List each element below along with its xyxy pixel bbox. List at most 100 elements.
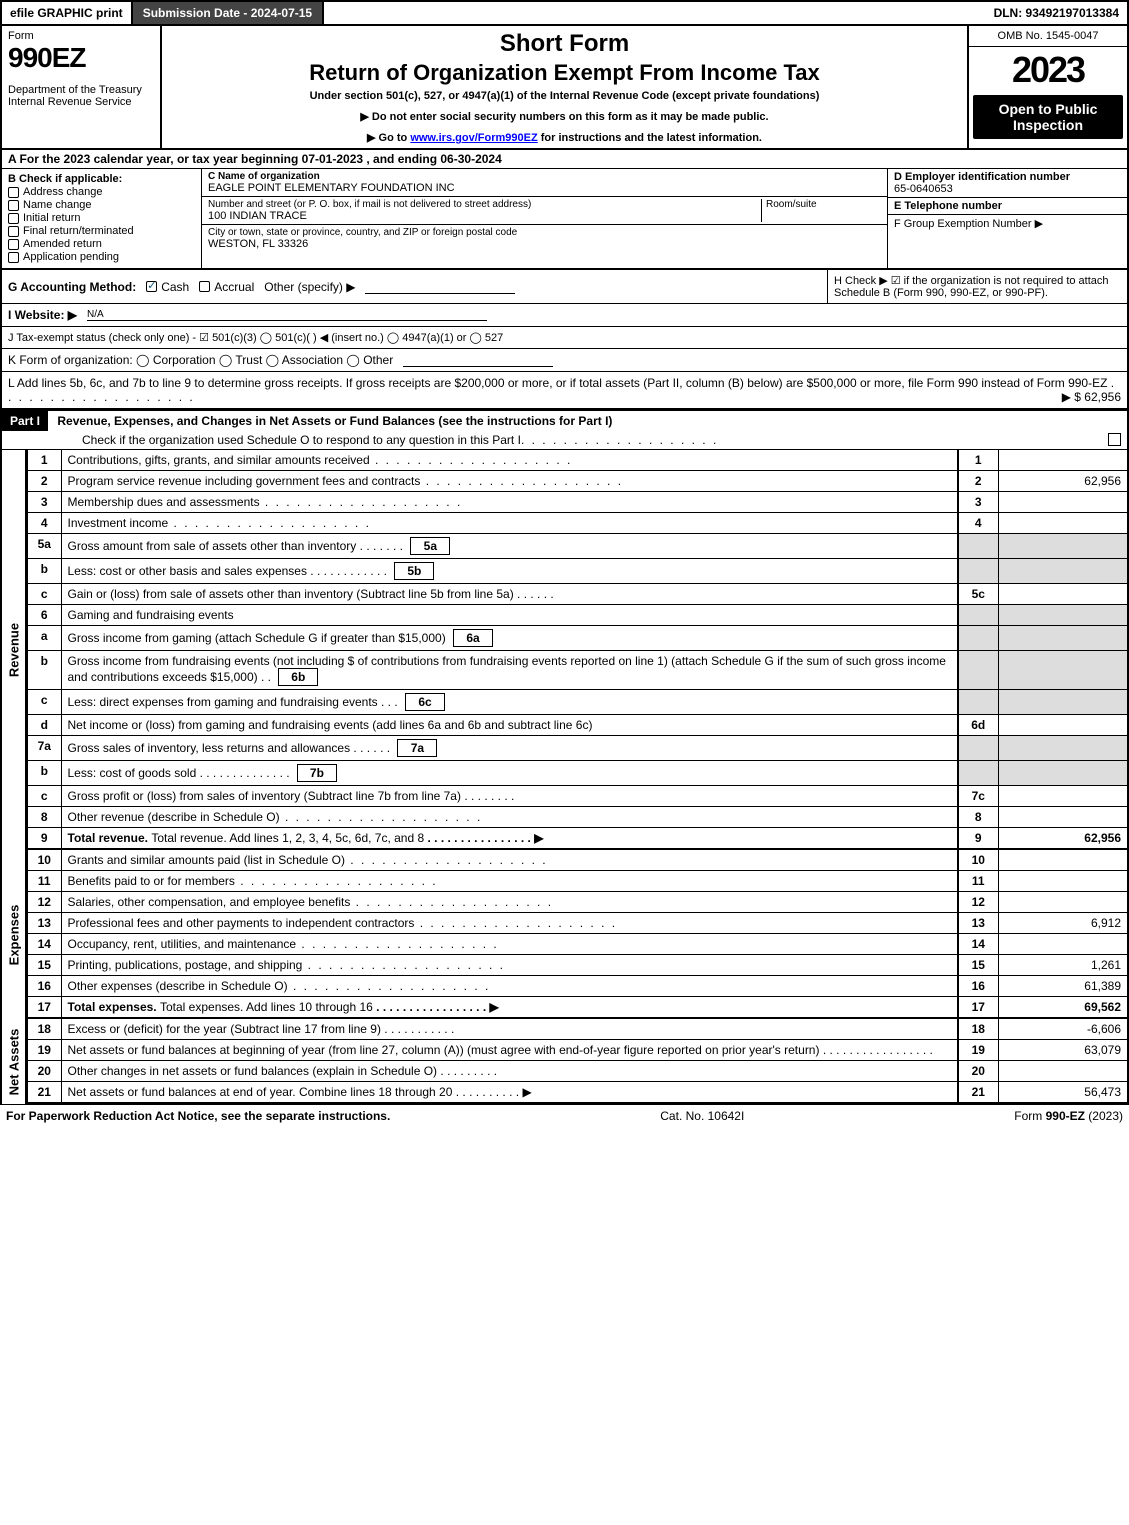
- line-k: K Form of organization: ◯ Corporation ◯ …: [0, 349, 1129, 372]
- open-inspection: Open to Public Inspection: [973, 95, 1123, 139]
- line-11: 11Benefits paid to or for members11: [27, 871, 1128, 892]
- k-text: K Form of organization: ◯ Corporation ◯ …: [2, 349, 1127, 371]
- short-form-title: Short Form: [170, 30, 959, 58]
- submission-date: Submission Date - 2024-07-15: [131, 2, 324, 24]
- line-5a: 5aGross amount from sale of assets other…: [27, 534, 1128, 559]
- line-13: 13Professional fees and other payments t…: [27, 913, 1128, 934]
- chk-amended-return[interactable]: Amended return: [8, 238, 195, 250]
- revenue-wrap: Revenue 1Contributions, gifts, grants, a…: [0, 450, 1129, 850]
- line-9: 9Total revenue. Total revenue. Add lines…: [27, 828, 1128, 850]
- line-5c: cGain or (loss) from sale of assets othe…: [27, 584, 1128, 605]
- netassets-vlabel: Net Assets: [0, 1019, 26, 1104]
- line-17: 17Total expenses. Total expenses. Add li…: [27, 997, 1128, 1019]
- line-12: 12Salaries, other compensation, and empl…: [27, 892, 1128, 913]
- g-label: G Accounting Method:: [8, 280, 136, 294]
- irs-link[interactable]: www.irs.gov/Form990EZ: [410, 132, 537, 144]
- website-value: N/A: [87, 309, 487, 321]
- header-right: OMB No. 1545-0047 2023 Open to Public In…: [967, 26, 1127, 148]
- line-2: 2Program service revenue including gover…: [27, 471, 1128, 492]
- b-label: B Check if applicable:: [8, 173, 195, 185]
- netassets-wrap: Net Assets 18Excess or (deficit) for the…: [0, 1019, 1129, 1104]
- g-other-fill[interactable]: [365, 280, 515, 294]
- top-bar: efile GRAPHIC print Submission Date - 20…: [0, 0, 1129, 26]
- form-number: 990EZ: [8, 42, 154, 74]
- netassets-table: 18Excess or (deficit) for the year (Subt…: [26, 1019, 1129, 1104]
- header-center: Short Form Return of Organization Exempt…: [162, 26, 967, 148]
- chk-accrual[interactable]: Accrual: [199, 280, 254, 294]
- ssn-note: ▶ Do not enter social security numbers o…: [170, 110, 959, 123]
- org-name: EAGLE POINT ELEMENTARY FOUNDATION INC: [208, 182, 881, 194]
- section-b: B Check if applicable: Address change Na…: [2, 169, 202, 268]
- line-g: G Accounting Method: Cash Accrual Other …: [2, 270, 827, 303]
- chk-address-change[interactable]: Address change: [8, 186, 195, 198]
- part1-label: Part I: [2, 411, 48, 431]
- section-d: D Employer identification number 65-0640…: [887, 169, 1127, 268]
- footer-left: For Paperwork Reduction Act Notice, see …: [6, 1109, 390, 1123]
- part1-check-text: Check if the organization used Schedule …: [82, 433, 521, 447]
- line-7b: bLess: cost of goods sold . . . . . . . …: [27, 761, 1128, 786]
- line-6c: cLess: direct expenses from gaming and f…: [27, 690, 1128, 715]
- c-city-label: City or town, state or province, country…: [208, 227, 881, 238]
- i-label: I Website: ▶: [8, 308, 77, 322]
- form-word: Form: [8, 30, 154, 42]
- subtitle: Under section 501(c), 527, or 4947(a)(1)…: [170, 90, 959, 102]
- part1-header: Part I Revenue, Expenses, and Changes in…: [0, 410, 1129, 450]
- footer-catno: Cat. No. 10642I: [660, 1109, 744, 1123]
- part1-checkbox[interactable]: [1108, 433, 1121, 446]
- goto-note: ▶ Go to www.irs.gov/Form990EZ for instru…: [170, 131, 959, 144]
- line-3: 3Membership dues and assessments3: [27, 492, 1128, 513]
- line-6b: bGross income from fundraising events (n…: [27, 651, 1128, 690]
- line-i: I Website: ▶ N/A: [0, 304, 1129, 327]
- revenue-table: 1Contributions, gifts, grants, and simil…: [26, 450, 1129, 850]
- line-6d: dNet income or (loss) from gaming and fu…: [27, 715, 1128, 736]
- line-4: 4Investment income4: [27, 513, 1128, 534]
- line-7c: cGross profit or (loss) from sales of in…: [27, 786, 1128, 807]
- k-other-fill[interactable]: [403, 353, 553, 367]
- footer-right: Form 990-EZ (2023): [1014, 1109, 1123, 1123]
- line-10: 10Grants and similar amounts paid (list …: [27, 850, 1128, 871]
- expenses-wrap: Expenses 10Grants and similar amounts pa…: [0, 850, 1129, 1019]
- page-footer: For Paperwork Reduction Act Notice, see …: [0, 1104, 1129, 1127]
- g-other: Other (specify) ▶: [264, 280, 355, 294]
- line-6: 6Gaming and fundraising events: [27, 605, 1128, 626]
- chk-name-change[interactable]: Name change: [8, 199, 195, 211]
- chk-cash[interactable]: Cash: [146, 280, 189, 294]
- line-16: 16Other expenses (describe in Schedule O…: [27, 976, 1128, 997]
- f-group-exemption: F Group Exemption Number ▶: [888, 215, 1127, 232]
- line-l: L Add lines 5b, 6c, and 7b to line 9 to …: [0, 372, 1129, 410]
- main-title: Return of Organization Exempt From Incom…: [170, 60, 959, 86]
- line-j: J Tax-exempt status (check only one) - ☑…: [0, 327, 1129, 349]
- line-21: 21Net assets or fund balances at end of …: [27, 1082, 1128, 1104]
- line-7a: 7aGross sales of inventory, less returns…: [27, 736, 1128, 761]
- line-19: 19Net assets or fund balances at beginni…: [27, 1040, 1128, 1061]
- expenses-vlabel: Expenses: [0, 850, 26, 1019]
- j-text: J Tax-exempt status (check only one) - ☑…: [2, 327, 1127, 348]
- line-5b: bLess: cost or other basis and sales exp…: [27, 559, 1128, 584]
- section-c: C Name of organization EAGLE POINT ELEME…: [202, 169, 887, 268]
- line-a-text: A For the 2023 calendar year, or tax yea…: [2, 150, 1127, 168]
- line-15: 15Printing, publications, postage, and s…: [27, 955, 1128, 976]
- header-left: Form 990EZ Department of the Treasury In…: [2, 26, 162, 148]
- line-18: 18Excess or (deficit) for the year (Subt…: [27, 1019, 1128, 1040]
- line-1: 1Contributions, gifts, grants, and simil…: [27, 450, 1128, 471]
- part1-title: Revenue, Expenses, and Changes in Net As…: [51, 412, 618, 430]
- c-street-label: Number and street (or P. O. box, if mail…: [208, 199, 761, 210]
- dept-label: Department of the Treasury Internal Reve…: [8, 84, 154, 108]
- line-8: 8Other revenue (describe in Schedule O)8: [27, 807, 1128, 828]
- chk-initial-return[interactable]: Initial return: [8, 212, 195, 224]
- omb-number: OMB No. 1545-0047: [969, 26, 1127, 47]
- form-header: Form 990EZ Department of the Treasury In…: [0, 26, 1129, 150]
- dln-label: DLN: 93492197013384: [986, 2, 1127, 24]
- ein-value: 65-0640653: [894, 183, 1121, 195]
- bcd-block: B Check if applicable: Address change Na…: [0, 169, 1129, 270]
- l-text: L Add lines 5b, 6c, and 7b to line 9 to …: [8, 376, 1107, 390]
- line-20: 20Other changes in net assets or fund ba…: [27, 1061, 1128, 1082]
- efile-label[interactable]: efile GRAPHIC print: [2, 2, 131, 24]
- d-ein-label: D Employer identification number: [894, 171, 1121, 183]
- chk-application-pending[interactable]: Application pending: [8, 251, 195, 263]
- line-a: A For the 2023 calendar year, or tax yea…: [0, 150, 1129, 169]
- line-14: 14Occupancy, rent, utilities, and mainte…: [27, 934, 1128, 955]
- revenue-vlabel: Revenue: [0, 450, 26, 850]
- chk-final-return[interactable]: Final return/terminated: [8, 225, 195, 237]
- line-h: H Check ▶ ☑ if the organization is not r…: [827, 270, 1127, 303]
